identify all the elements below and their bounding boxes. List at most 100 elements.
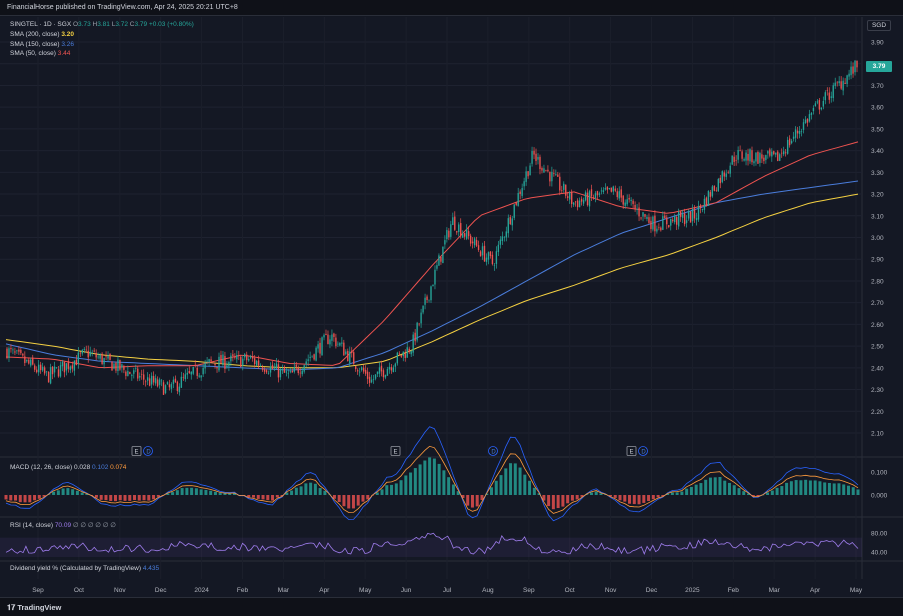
candle-body	[717, 178, 720, 192]
candle-body	[414, 332, 416, 342]
candle-body	[380, 365, 383, 372]
macd-histogram-bar	[618, 495, 622, 501]
sma50-legend[interactable]: SMA (50, close) 3.44	[10, 50, 70, 57]
candle-body	[18, 349, 20, 352]
candle-body	[16, 350, 18, 352]
macd-histogram-bar	[133, 495, 137, 500]
macd-histogram-bar	[209, 490, 213, 495]
macd-histogram-bar	[551, 495, 555, 510]
candle-body	[856, 60, 858, 68]
macd-histogram-bar	[71, 489, 75, 495]
candle-body	[711, 186, 714, 197]
candle-body	[37, 364, 40, 373]
candle-body	[220, 355, 222, 364]
earnings-marker	[131, 446, 142, 456]
sma-line	[5, 193, 859, 369]
candle-body	[753, 161, 755, 164]
high-value: 3.81	[97, 21, 110, 28]
candle-body	[473, 238, 476, 246]
chart-canvas[interactable]: 3.903.803.703.603.503.403.303.203.103.00…	[0, 17, 903, 597]
macd-histogram-bar	[642, 495, 646, 503]
candle-body	[232, 354, 234, 357]
earnings-marker-label: E	[393, 450, 397, 456]
candle-body	[588, 191, 591, 207]
candle-body	[246, 354, 248, 361]
candle-body	[45, 371, 48, 373]
candle-body	[430, 286, 432, 301]
candle-body	[727, 171, 729, 173]
candle-body	[848, 73, 850, 77]
macd-histogram-bar	[666, 493, 670, 495]
chart-area[interactable]: 3.903.803.703.603.503.403.303.203.103.00…	[0, 17, 903, 597]
candle-body	[101, 353, 103, 364]
candle-body	[382, 370, 385, 378]
tradingview-logo[interactable]: 𝟏𝟕 TradingView	[7, 603, 61, 613]
macd-histogram-bar	[428, 457, 432, 495]
candle-body	[275, 363, 278, 369]
rsi-axis-label: 80.00	[871, 530, 888, 537]
candle-body	[355, 366, 357, 370]
sma150-value: 3.26	[61, 41, 74, 48]
candle-body	[808, 114, 811, 122]
macd-histogram-bar	[470, 495, 474, 508]
candle-body	[396, 352, 399, 364]
macd-histogram-bar	[694, 484, 698, 495]
time-axis-label: Feb	[728, 587, 740, 594]
candle-body	[204, 363, 206, 369]
macd-histogram-bar	[361, 495, 365, 502]
candle-body	[388, 366, 391, 370]
macd-hist-value: 0.028	[73, 464, 91, 471]
candle-body	[721, 171, 723, 183]
candle-body	[267, 372, 270, 374]
macd-histogram-bar	[99, 495, 103, 500]
macd-histogram-bar	[585, 494, 589, 495]
candle-body	[677, 212, 680, 227]
dividend-legend[interactable]: Dividend yield % (Calculated by TradingV…	[10, 565, 159, 572]
candle-body	[483, 245, 486, 262]
time-axis-label: Aug	[482, 587, 494, 594]
currency-badge[interactable]: SGD	[867, 20, 891, 31]
candle-body	[850, 66, 852, 76]
candle-body	[65, 363, 68, 371]
candle-body	[467, 231, 470, 237]
candle-body	[53, 366, 56, 373]
candle-body	[34, 365, 36, 370]
sma150-legend[interactable]: SMA (150, close) 3.26	[10, 41, 74, 48]
time-axis-label: Jul	[443, 587, 452, 594]
low-value: 3.72	[115, 21, 128, 28]
macd-histogram-bar	[556, 495, 560, 509]
price-axis-label: 3.00	[871, 235, 884, 242]
candle-body	[656, 228, 658, 232]
macd-histogram-bar	[537, 493, 541, 495]
candle-body	[12, 349, 14, 351]
candle-body	[164, 385, 167, 394]
macd-histogram-bar	[4, 495, 8, 500]
candle-body	[681, 214, 684, 218]
macd-histogram-bar	[789, 481, 793, 495]
candle-body	[460, 223, 462, 237]
candle-body	[331, 334, 333, 341]
candle-body	[705, 197, 708, 206]
candle-body	[353, 352, 355, 365]
candle-body	[6, 348, 8, 359]
candle-body	[632, 200, 634, 204]
candle-body	[339, 343, 341, 346]
candle-body	[695, 218, 698, 221]
time-axis-label: Apr	[319, 587, 330, 594]
macd-histogram-bar	[608, 495, 612, 497]
macd-legend[interactable]: MACD (12, 26, close) 0.028 0.102 0.074	[10, 464, 126, 471]
candle-body	[578, 200, 581, 208]
macd-histogram-bar	[851, 487, 855, 495]
macd-histogram-bar	[547, 495, 551, 507]
rsi-legend[interactable]: RSI (14, close) 70.09 ∅ ∅ ∅ ∅ ∅ ∅	[10, 521, 116, 529]
sma200-legend[interactable]: SMA (200, close) 3.20	[10, 31, 74, 38]
candle-body	[462, 233, 464, 238]
candle-body	[154, 378, 157, 384]
macd-histogram-bar	[542, 495, 546, 501]
candle-body	[426, 296, 428, 301]
candle-body	[51, 366, 54, 375]
candle-body	[317, 344, 319, 349]
macd-histogram-bar	[147, 495, 151, 501]
price-axis-label: 2.80	[871, 278, 884, 285]
price-axis-label: 3.10	[871, 213, 884, 220]
